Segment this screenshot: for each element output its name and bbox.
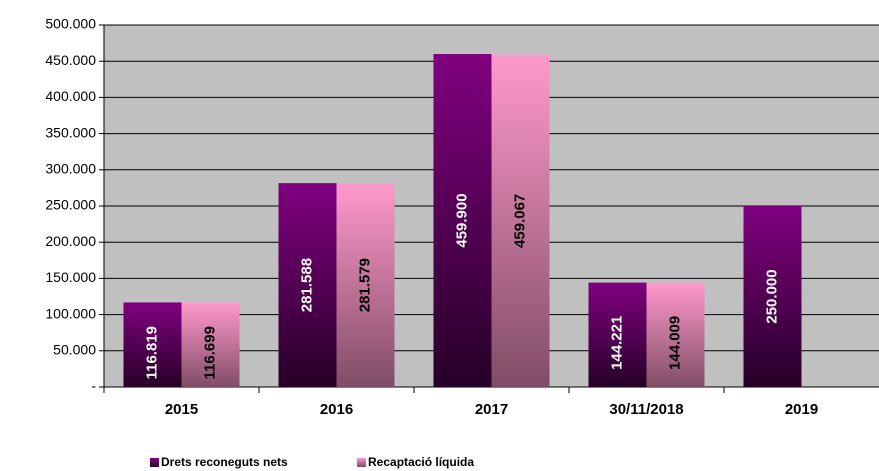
y-tick-label: 350.000 [45,124,96,140]
bar [588,282,647,387]
y-tick-label: 250.000 [45,197,96,213]
y-tick-label: 200.000 [45,233,96,249]
value-label: 144.009 [666,316,683,370]
y-tick-label: 500.000 [45,16,96,32]
value-label: 281.579 [356,258,373,312]
x-tick-label: 2016 [320,401,353,418]
y-tick-label: 50.000 [53,342,96,358]
bar [646,282,705,387]
bar [123,302,182,387]
legend-swatch [357,458,366,467]
value-label: 459.900 [453,193,470,247]
y-tick-label: 300.000 [45,161,96,177]
bar [278,183,337,387]
value-label: 116.819 [143,326,160,379]
legend-label: Recaptació líquida [368,455,474,469]
bar [336,183,395,387]
legend-swatch [150,458,159,467]
y-tick-label: 100.000 [45,305,96,321]
value-label: 144.221 [608,316,625,370]
x-tick-label: 30/11/2018 [609,401,683,418]
bar [491,54,550,387]
value-label: 459.067 [511,194,528,248]
y-tick-label: 450.000 [45,52,96,68]
value-label: 250.000 [763,269,780,323]
value-label: 281.588 [298,258,315,312]
x-tick-label: 2019 [785,401,818,418]
bar [743,206,802,387]
y-tick-label: - [91,378,96,394]
y-tick-label: 400.000 [45,88,96,104]
legend-label: Drets reconeguts nets [161,455,288,469]
value-label: 116.699 [201,326,218,379]
y-tick-label: 150.000 [45,269,96,285]
bar [181,302,240,387]
x-tick-label: 2015 [165,401,198,418]
x-tick-label: 2017 [475,401,508,418]
bar [433,54,492,387]
